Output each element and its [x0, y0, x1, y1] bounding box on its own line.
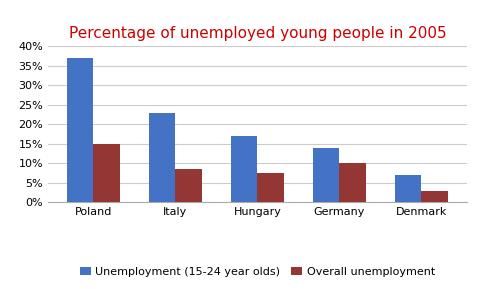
Bar — [93, 144, 120, 202]
Bar — [312, 148, 338, 202]
Bar — [338, 163, 365, 202]
Legend: Unemployment (15-24 year olds), Overall unemployment: Unemployment (15-24 year olds), Overall … — [79, 267, 434, 277]
Title: Percentage of unemployed young people in 2005: Percentage of unemployed young people in… — [68, 26, 445, 41]
Bar — [420, 191, 446, 202]
Bar — [257, 173, 283, 202]
Bar — [230, 136, 257, 202]
Bar — [67, 58, 93, 202]
Bar — [149, 113, 175, 202]
Bar — [175, 169, 201, 202]
Bar — [394, 175, 420, 202]
